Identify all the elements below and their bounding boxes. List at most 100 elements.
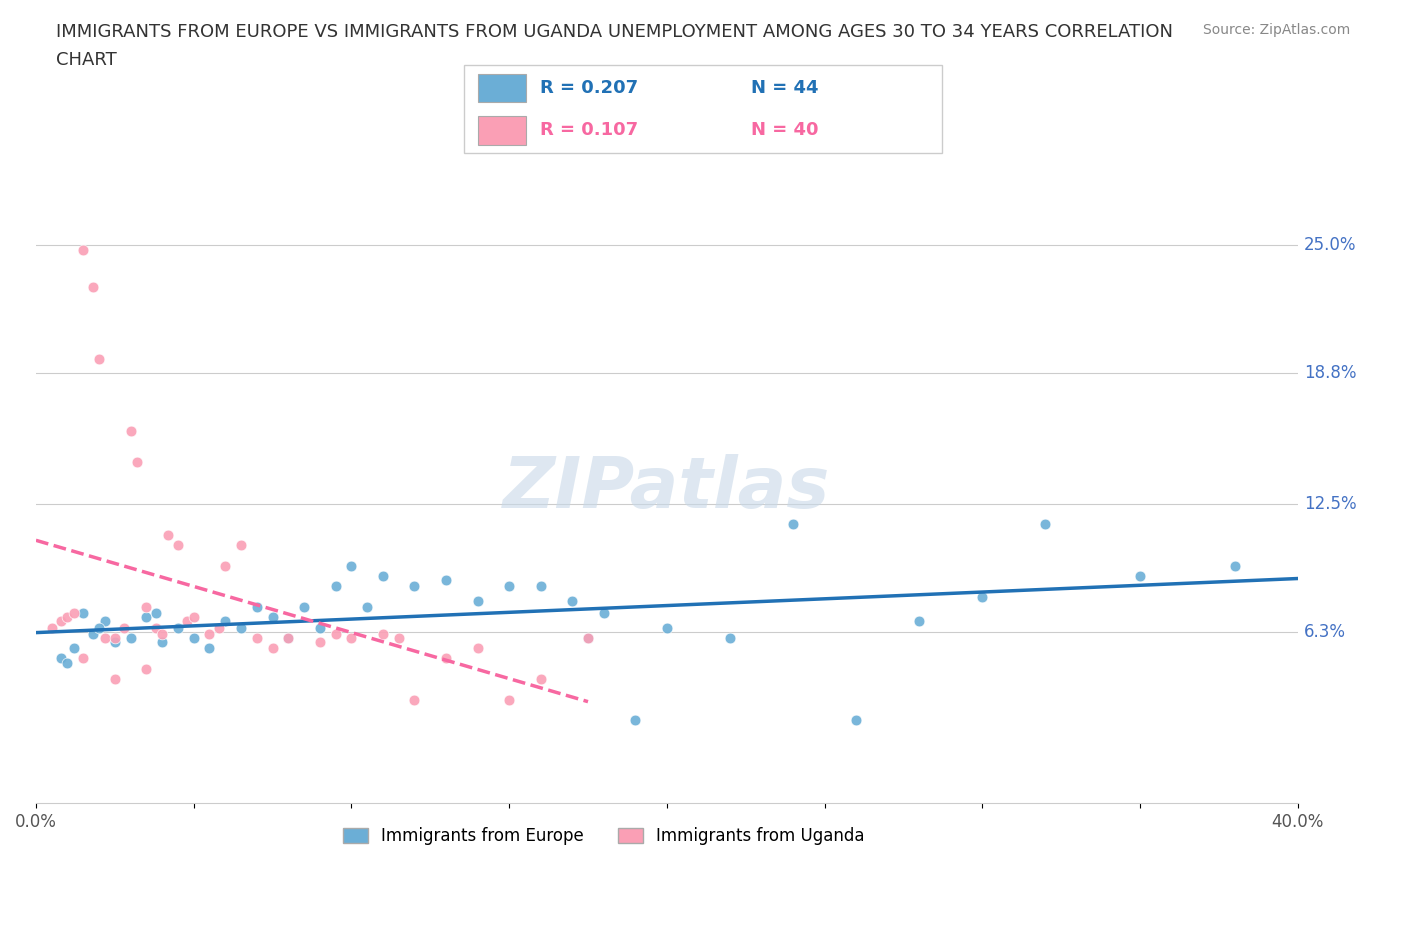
Point xyxy=(112,620,135,635)
Point xyxy=(72,651,94,666)
Point xyxy=(845,713,868,728)
Point xyxy=(624,713,647,728)
Text: 25.0%: 25.0% xyxy=(1305,236,1357,255)
Point xyxy=(135,610,157,625)
Point xyxy=(1129,568,1152,583)
Point xyxy=(576,631,599,645)
Point xyxy=(718,631,741,645)
Point xyxy=(325,578,347,593)
Point xyxy=(229,538,252,552)
Point xyxy=(972,589,994,604)
Point xyxy=(561,593,583,608)
Point xyxy=(82,626,104,641)
Point xyxy=(51,651,73,666)
Point xyxy=(655,620,678,635)
Point xyxy=(41,620,63,635)
Point xyxy=(94,614,117,629)
Point xyxy=(434,651,457,666)
Point xyxy=(135,600,157,615)
FancyBboxPatch shape xyxy=(478,116,526,145)
FancyBboxPatch shape xyxy=(478,74,526,102)
Point xyxy=(183,631,205,645)
FancyBboxPatch shape xyxy=(464,65,942,153)
Point xyxy=(340,631,363,645)
Point xyxy=(325,626,347,641)
Point xyxy=(87,352,110,366)
Point xyxy=(371,626,394,641)
Point xyxy=(498,578,520,593)
Point xyxy=(308,634,330,649)
Point xyxy=(404,692,426,707)
Point xyxy=(576,631,599,645)
Point xyxy=(157,527,180,542)
Text: 18.8%: 18.8% xyxy=(1305,365,1357,382)
Point xyxy=(530,578,553,593)
Point xyxy=(167,620,190,635)
Point xyxy=(56,610,79,625)
Point xyxy=(104,631,127,645)
Point xyxy=(1223,558,1246,573)
Point xyxy=(388,631,411,645)
Point xyxy=(467,593,489,608)
Point xyxy=(125,455,148,470)
Point xyxy=(592,605,614,620)
Text: N = 40: N = 40 xyxy=(751,122,818,140)
Text: ZIPatlas: ZIPatlas xyxy=(503,454,831,523)
Point xyxy=(120,631,142,645)
Text: N = 44: N = 44 xyxy=(751,79,818,97)
Point xyxy=(308,620,330,635)
Point xyxy=(167,538,190,552)
Text: CHART: CHART xyxy=(56,51,117,69)
Point xyxy=(104,671,127,686)
Point xyxy=(62,641,84,656)
Point xyxy=(356,600,378,615)
Text: R = 0.107: R = 0.107 xyxy=(540,122,638,140)
Point xyxy=(208,620,231,635)
Point xyxy=(176,614,198,629)
Point xyxy=(782,517,804,532)
Point xyxy=(262,641,284,656)
Point xyxy=(87,620,110,635)
Point xyxy=(135,661,157,676)
Point xyxy=(104,634,127,649)
Point xyxy=(277,631,299,645)
Point xyxy=(229,620,252,635)
Point xyxy=(908,614,931,629)
Point xyxy=(404,578,426,593)
Point xyxy=(72,242,94,257)
Point xyxy=(246,600,269,615)
Point xyxy=(214,558,236,573)
Point xyxy=(1035,517,1057,532)
Point xyxy=(371,568,394,583)
Point xyxy=(94,631,117,645)
Point xyxy=(120,424,142,439)
Point xyxy=(434,573,457,588)
Text: 6.3%: 6.3% xyxy=(1305,623,1346,641)
Point xyxy=(340,558,363,573)
Point xyxy=(56,656,79,671)
Point xyxy=(467,641,489,656)
Point xyxy=(72,605,94,620)
Point xyxy=(214,614,236,629)
Point xyxy=(530,671,553,686)
Point xyxy=(292,600,315,615)
Point xyxy=(198,641,221,656)
Point xyxy=(62,605,84,620)
Point xyxy=(183,610,205,625)
Point xyxy=(262,610,284,625)
Point xyxy=(246,631,269,645)
Text: R = 0.207: R = 0.207 xyxy=(540,79,638,97)
Point xyxy=(150,626,173,641)
Point xyxy=(82,279,104,294)
Point xyxy=(198,626,221,641)
Legend: Immigrants from Europe, Immigrants from Uganda: Immigrants from Europe, Immigrants from … xyxy=(336,820,872,852)
Point xyxy=(145,620,167,635)
Point xyxy=(498,692,520,707)
Text: 12.5%: 12.5% xyxy=(1305,495,1357,512)
Point xyxy=(145,605,167,620)
Text: IMMIGRANTS FROM EUROPE VS IMMIGRANTS FROM UGANDA UNEMPLOYMENT AMONG AGES 30 TO 3: IMMIGRANTS FROM EUROPE VS IMMIGRANTS FRO… xyxy=(56,23,1173,41)
Point xyxy=(150,634,173,649)
Point xyxy=(51,614,73,629)
Point xyxy=(277,631,299,645)
Text: Source: ZipAtlas.com: Source: ZipAtlas.com xyxy=(1202,23,1350,37)
